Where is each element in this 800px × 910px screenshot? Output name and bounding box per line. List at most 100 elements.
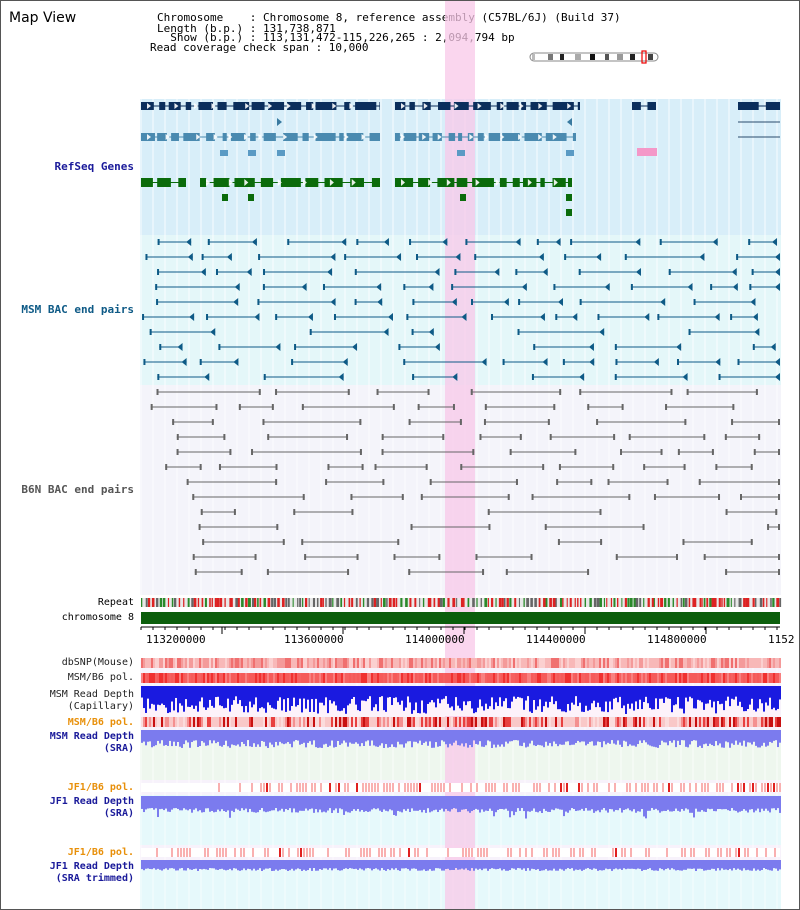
heat-cell (779, 658, 781, 668)
heat-cell (555, 673, 557, 683)
depth-bar (275, 686, 277, 710)
depth-bar (319, 860, 321, 870)
heat-cell (548, 783, 550, 792)
depth-bar (691, 860, 693, 869)
depth-bar (395, 730, 397, 748)
depth-bar (649, 686, 651, 708)
msm-bac-end (412, 374, 415, 380)
heat-cell (641, 658, 643, 668)
heat-cell (239, 783, 241, 792)
depth-bar (561, 730, 563, 745)
depth-bar (343, 730, 345, 741)
heat-cell (410, 783, 412, 792)
heat-cell (547, 673, 549, 683)
depth-bar (219, 686, 221, 706)
depth-bar (293, 730, 295, 742)
msm-read-depth-capillary-label-1: MSM Read Depth (49, 689, 134, 700)
heat-cell (222, 848, 224, 857)
depth-bar (203, 796, 205, 813)
depth-bar (215, 730, 217, 744)
depth-bar (467, 730, 469, 748)
depth-bar (629, 860, 631, 869)
depth-bar (231, 730, 233, 745)
depth-bar (719, 860, 721, 871)
heat-cell (338, 783, 340, 792)
heat-cell (155, 673, 157, 683)
depth-bar (313, 860, 315, 869)
heat-cell (379, 717, 381, 727)
depth-bar (533, 860, 535, 870)
heat-cell (371, 673, 373, 683)
depth-bar (577, 796, 579, 811)
msm-bac-end (775, 253, 780, 261)
depth-bar (297, 686, 299, 706)
heat-cell (471, 673, 473, 683)
msm-bac-end (693, 299, 696, 305)
depth-bar (703, 796, 705, 812)
heat-cell (335, 658, 337, 668)
refseq-genes-label[interactable]: RefSeq Genes (54, 160, 134, 173)
heat-cell (145, 673, 147, 683)
msm-bac-end (396, 253, 402, 261)
depth-bar (343, 686, 345, 709)
heat-cell (155, 658, 157, 668)
depth-bar (599, 796, 601, 813)
depth-bar (153, 860, 155, 869)
depth-bar (495, 730, 497, 748)
depth-bar (255, 730, 257, 747)
depth-bar (153, 686, 155, 705)
depth-bar (623, 796, 625, 810)
depth-bar (693, 730, 695, 741)
heat-cell (255, 673, 257, 683)
repeat-element (643, 598, 645, 607)
depth-bar (663, 730, 665, 743)
depth-bar (375, 686, 377, 705)
depth-bar (681, 730, 683, 741)
heat-cell (653, 783, 655, 792)
depth-bar (207, 730, 209, 746)
repeat-element (427, 598, 431, 607)
heat-cell (451, 717, 453, 727)
depth-bar (267, 860, 269, 869)
b6n-bac-end-pairs-label[interactable]: B6N BAC end pairs (21, 483, 134, 496)
heat-cell (715, 717, 717, 727)
depth-bar (275, 730, 277, 742)
depth-bar (377, 686, 379, 712)
depth-bar (355, 686, 357, 705)
depth-bar (775, 730, 777, 741)
strand-arrow (165, 134, 170, 140)
gene-exon (230, 133, 246, 141)
msm-bac-end-pairs-label[interactable]: MSM BAC end pairs (21, 303, 134, 316)
msm-bac-end (644, 313, 650, 321)
depth-bar (733, 686, 735, 700)
depth-bar (243, 686, 245, 713)
depth-bar (211, 796, 213, 811)
gene-exon (477, 133, 484, 141)
depth-bar (619, 796, 621, 809)
b6n-bac-end (559, 389, 562, 395)
depth-bar (421, 860, 423, 871)
heat-cell (743, 717, 745, 727)
heat-cell (288, 848, 290, 857)
depth-bar (733, 860, 735, 869)
depth-bar (617, 796, 619, 811)
depth-bar (285, 796, 287, 809)
depth-bar (341, 860, 343, 871)
depth-bar (719, 686, 721, 705)
depth-bar (529, 796, 531, 812)
depth-bar (725, 686, 727, 701)
heat-cell (579, 658, 581, 668)
depth-bar (479, 686, 481, 700)
b6n-bac-end (275, 464, 278, 470)
depth-bar (601, 860, 603, 871)
msm-bac-end (145, 254, 148, 260)
heat-cell (169, 658, 171, 668)
depth-bar (363, 796, 365, 812)
repeat-element (183, 598, 185, 607)
heat-cell (503, 717, 505, 727)
depth-bar (771, 730, 773, 743)
depth-bar (525, 730, 527, 748)
heat-cell (462, 848, 464, 857)
depth-bar (535, 860, 537, 870)
